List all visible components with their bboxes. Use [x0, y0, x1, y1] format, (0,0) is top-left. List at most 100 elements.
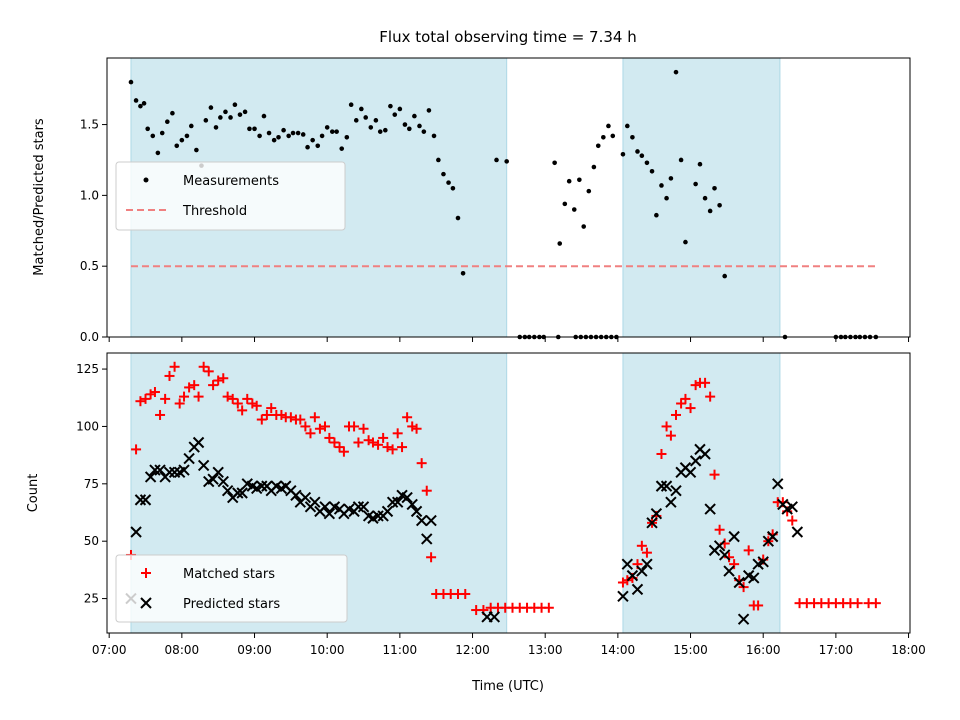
predicted-star-b — [723, 565, 735, 577]
predicted-star-b — [621, 558, 634, 570]
matched-star-marker — [407, 421, 418, 432]
predicted-star-b — [357, 501, 370, 513]
matched-star-marker — [218, 373, 229, 384]
matched-star-marker — [787, 515, 798, 526]
matched-star-marker — [367, 437, 378, 448]
measurement-point — [697, 161, 703, 167]
measurement-point — [664, 195, 669, 201]
measurement-point — [577, 177, 582, 183]
measurement-point — [334, 129, 339, 134]
matched-star-marker — [416, 458, 427, 469]
predicted-star-marker — [212, 466, 224, 479]
x-tick-label: 11:00 — [383, 643, 418, 657]
predicted-star-marker — [386, 496, 399, 508]
matched-star-marker — [227, 393, 238, 404]
matched-star-marker — [338, 446, 349, 457]
matched-star-marker — [709, 469, 720, 480]
matched-star-marker — [193, 391, 204, 402]
predicted-star-marker — [626, 569, 639, 582]
measurement-point — [170, 110, 175, 116]
matched-star-marker — [155, 409, 166, 420]
predicted-star-b — [212, 466, 224, 479]
measurement-point — [179, 137, 185, 143]
predicted-star-b — [221, 484, 234, 497]
predicted-star-marker — [410, 505, 423, 518]
predicted-star-marker — [786, 501, 798, 513]
x-tick-label: 12:00 — [455, 643, 490, 657]
predicted-star-marker — [149, 464, 161, 476]
measurement-point — [242, 109, 248, 115]
matched-star-marker — [676, 398, 687, 409]
measurement-point — [145, 126, 150, 132]
matched-star-marker — [295, 414, 306, 425]
predicted-star-b — [154, 464, 166, 476]
predicted-star-b — [149, 464, 161, 476]
predicted-star-marker — [372, 510, 384, 522]
measurement-point — [450, 185, 456, 191]
measurement-point — [673, 69, 679, 75]
matched-star-marker — [135, 396, 146, 407]
y-tick-label: 1.0 — [80, 188, 99, 202]
predicted-star-b — [737, 613, 750, 625]
predicted-star-marker — [665, 496, 677, 508]
measurement-point — [237, 112, 243, 117]
matched-star-marker — [276, 409, 287, 420]
measurement-point — [504, 159, 509, 164]
measurement-point — [678, 157, 684, 163]
matched-star-marker — [237, 405, 248, 416]
matched-star-marker — [256, 414, 267, 425]
measurement-point — [557, 241, 563, 246]
measurement-point — [208, 105, 214, 110]
measurement-point — [247, 126, 252, 132]
predicted-star-marker — [139, 494, 152, 506]
predicted-star-b — [631, 583, 644, 596]
y-tick-label: 25 — [84, 592, 99, 606]
measurement-point — [625, 123, 630, 129]
predicted-star-marker — [421, 533, 433, 545]
matched-star-marker — [705, 391, 716, 402]
matched-star-marker — [353, 437, 364, 448]
predicted-star-b — [309, 496, 321, 508]
predicted-star-b — [246, 480, 259, 492]
matched-star-marker — [131, 444, 142, 455]
matched-star-marker — [543, 602, 554, 613]
predicted-star-b — [786, 501, 798, 513]
predicted-star-marker — [766, 530, 779, 543]
matched-star-marker — [671, 409, 682, 420]
measurement-point — [232, 102, 238, 108]
matched-star-marker — [222, 391, 233, 402]
predicted-star-b — [646, 517, 658, 529]
matched-star-marker — [149, 387, 160, 398]
x-tick-label: 09:00 — [237, 643, 272, 657]
matched-star-marker — [300, 421, 311, 432]
y-tick-label: 75 — [84, 477, 99, 491]
predicted-star-b — [665, 496, 677, 508]
predicted-star-b — [660, 480, 673, 492]
predicted-star-marker — [415, 514, 428, 527]
measurement-point — [373, 118, 379, 123]
measurement-point — [601, 135, 606, 140]
legend-label: Predicted stars — [183, 597, 280, 612]
predicted-star-marker — [236, 487, 248, 499]
predicted-star-marker — [718, 549, 731, 561]
measurement-point — [702, 195, 708, 201]
measurement-point — [639, 153, 645, 159]
predicted-star-b — [713, 540, 726, 552]
measurement-point — [353, 118, 359, 123]
measurement-point — [228, 115, 233, 120]
measurement-point — [436, 157, 441, 163]
predicted-star-marker — [154, 464, 166, 476]
predicted-star-b — [319, 501, 331, 513]
predicted-star-b — [742, 569, 755, 582]
measurement-point — [421, 129, 427, 134]
predicted-star-marker — [319, 501, 331, 513]
matched-star-marker — [460, 588, 471, 599]
y-tick-label: 1.5 — [80, 118, 99, 132]
predicted-star-b — [391, 496, 404, 508]
predicted-star-b — [728, 530, 740, 543]
predicted-star-marker — [221, 484, 234, 497]
measurement-point — [707, 208, 713, 214]
predicted-star-marker — [406, 498, 418, 511]
measurement-point — [194, 147, 199, 153]
top-panel: 0.0 0.5 1.0 1.5 Measurements Threshold — [80, 57, 911, 344]
